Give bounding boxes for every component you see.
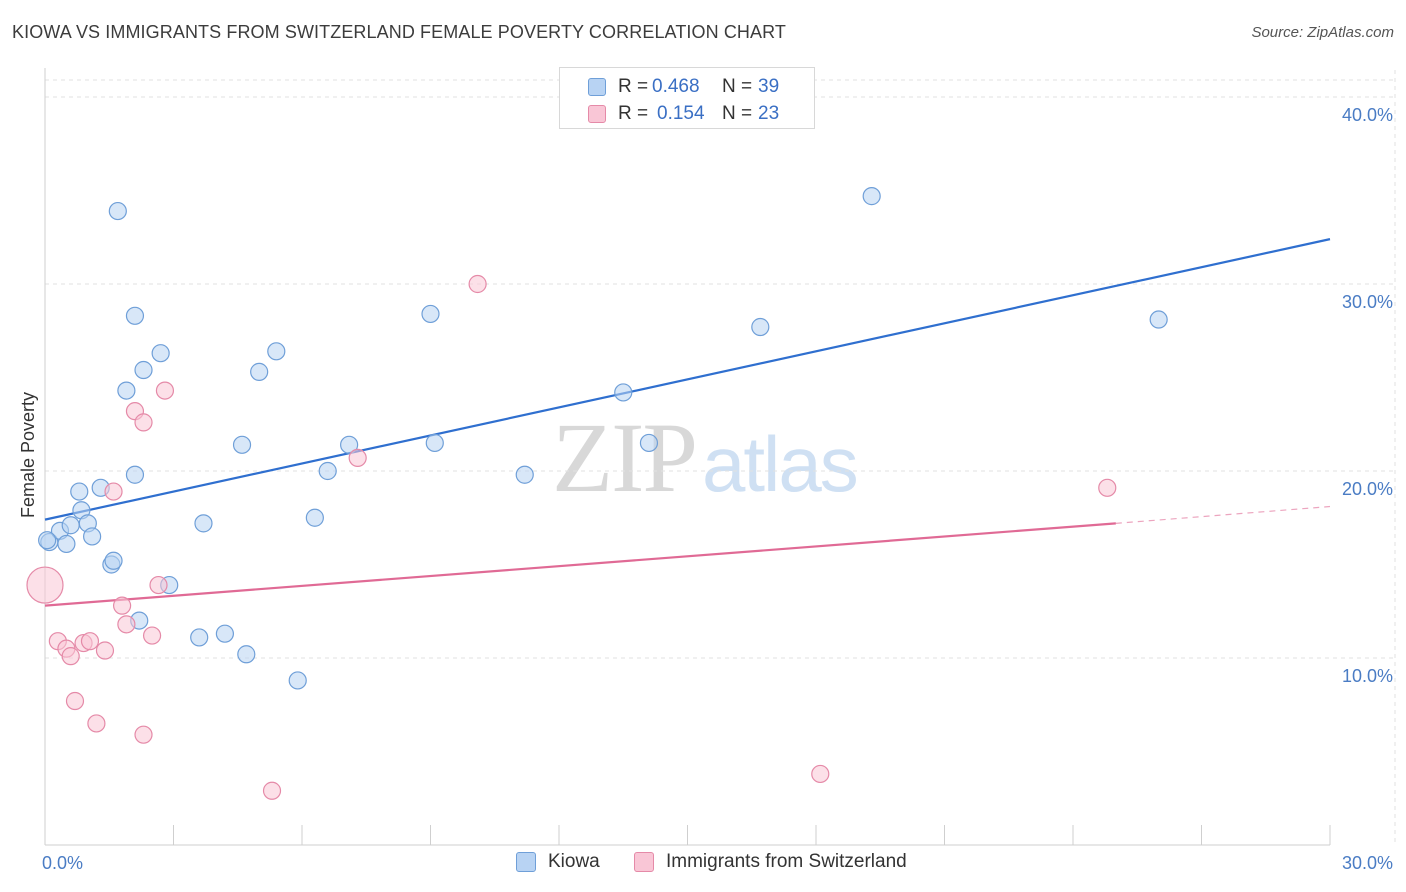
legend-r-label: R = xyxy=(618,76,649,97)
switzerland-point xyxy=(468,274,487,294)
y-tick-label: 30.0% xyxy=(1342,292,1393,312)
kiowa-point xyxy=(318,461,337,481)
data-points xyxy=(26,187,1168,800)
trend-lines xyxy=(44,238,1331,607)
source-credit: Source: ZipAtlas.com xyxy=(1251,24,1394,41)
switzerland-point xyxy=(26,566,64,604)
kiowa-point xyxy=(250,362,269,381)
legend-r-value: 0.154 xyxy=(657,103,705,124)
kiowa-point xyxy=(237,645,256,664)
kiowa-legend-swatch xyxy=(516,852,536,872)
switzerland-point xyxy=(65,691,85,711)
kiowa-point xyxy=(125,306,145,325)
y-tick-label: 20.0% xyxy=(1342,479,1393,499)
kiowa-point xyxy=(639,433,659,453)
kiowa-point xyxy=(194,514,213,533)
kiowa-point xyxy=(61,516,80,535)
watermark-zip: ZIP xyxy=(552,402,698,513)
legend-row-switzerland: R = 0.154 N = 23 xyxy=(588,102,779,126)
legend-item-switzerland: Immigrants from Switzerland xyxy=(634,851,907,873)
kiowa-point xyxy=(340,435,359,454)
legend-n-value: 23 xyxy=(758,103,780,124)
switzerland-point xyxy=(134,725,153,744)
switzerland-legend-swatch xyxy=(634,852,654,872)
kiowa-point xyxy=(117,381,136,400)
kiowa-point xyxy=(421,304,440,324)
tick-labels: 10.0% 20.0% 30.0% 40.0% 0.0% 30.0% xyxy=(42,105,1393,873)
switzerland-point xyxy=(95,641,115,660)
switzerland-point xyxy=(1098,478,1117,497)
kiowa-point xyxy=(232,435,252,454)
kiowa-swatch xyxy=(588,78,606,96)
switzerland-point xyxy=(104,482,123,501)
x-tick-label: 0.0% xyxy=(42,853,83,873)
kiowa-point xyxy=(288,671,307,690)
switzerland-swatch xyxy=(588,105,606,123)
switzerland-point xyxy=(61,647,80,666)
switzerland-point xyxy=(112,596,132,615)
switzerland-trend-extension xyxy=(1115,505,1331,524)
kiowa-point xyxy=(190,628,209,647)
switzerland-point xyxy=(262,781,282,800)
x-tick-label: 30.0% xyxy=(1342,853,1393,873)
y-tick-label: 40.0% xyxy=(1342,105,1393,125)
kiowa-point xyxy=(751,317,770,337)
legend-r-label: R = xyxy=(618,103,649,124)
legend-n-value: 39 xyxy=(758,76,780,97)
grid-lines xyxy=(45,70,1396,845)
switzerland-point xyxy=(149,575,168,595)
switzerland-point xyxy=(348,448,367,468)
kiowa-point xyxy=(267,342,286,361)
watermark-atlas: atlas xyxy=(702,420,859,508)
switzerland-point xyxy=(87,714,106,733)
kiowa-point xyxy=(57,534,76,554)
kiowa-point xyxy=(104,551,123,570)
kiowa-point xyxy=(134,360,153,380)
kiowa-point xyxy=(1149,310,1168,329)
chart-title: KIOWA VS IMMIGRANTS FROM SWITZERLAND FEM… xyxy=(12,22,786,42)
switzerland-trend-line xyxy=(44,522,1116,607)
y-axis-label: Female Poverty xyxy=(18,392,38,518)
legend-row-kiowa: R = 0.468 N = 39 xyxy=(588,75,779,99)
kiowa-point xyxy=(70,482,89,501)
correlation-legend: R = 0.468 N = 39 R = 0.154 N = 23 xyxy=(559,67,815,129)
y-tick-label: 10.0% xyxy=(1342,666,1393,686)
legend-kiowa-label: Kiowa xyxy=(548,851,600,872)
legend-item-kiowa: Kiowa xyxy=(516,851,600,873)
kiowa-point xyxy=(83,527,102,546)
switzerland-point xyxy=(142,626,162,645)
switzerland-point xyxy=(811,764,830,784)
kiowa-point xyxy=(151,344,170,363)
switzerland-point xyxy=(155,381,175,400)
kiowa-point xyxy=(515,465,534,484)
switzerland-point xyxy=(117,615,136,634)
legend-n-label: N = xyxy=(722,103,753,124)
kiowa-point xyxy=(862,187,881,206)
switzerland-point xyxy=(134,413,153,432)
legend-n-label: N = xyxy=(722,76,753,97)
kiowa-point xyxy=(125,465,145,484)
kiowa-point xyxy=(425,433,444,453)
kiowa-point xyxy=(108,201,127,221)
zipatlas-watermark: ZIPatlas xyxy=(552,400,859,515)
kiowa-point xyxy=(38,531,57,550)
kiowa-point xyxy=(614,383,633,402)
kiowa-point xyxy=(305,508,324,527)
switzerland-point xyxy=(80,632,100,651)
kiowa-trend-line xyxy=(44,238,1331,521)
axes xyxy=(44,68,1331,846)
legend-switzerland-label: Immigrants from Switzerland xyxy=(666,851,907,872)
kiowa-point xyxy=(215,624,234,643)
legend-r-value: 0.468 xyxy=(652,76,700,97)
